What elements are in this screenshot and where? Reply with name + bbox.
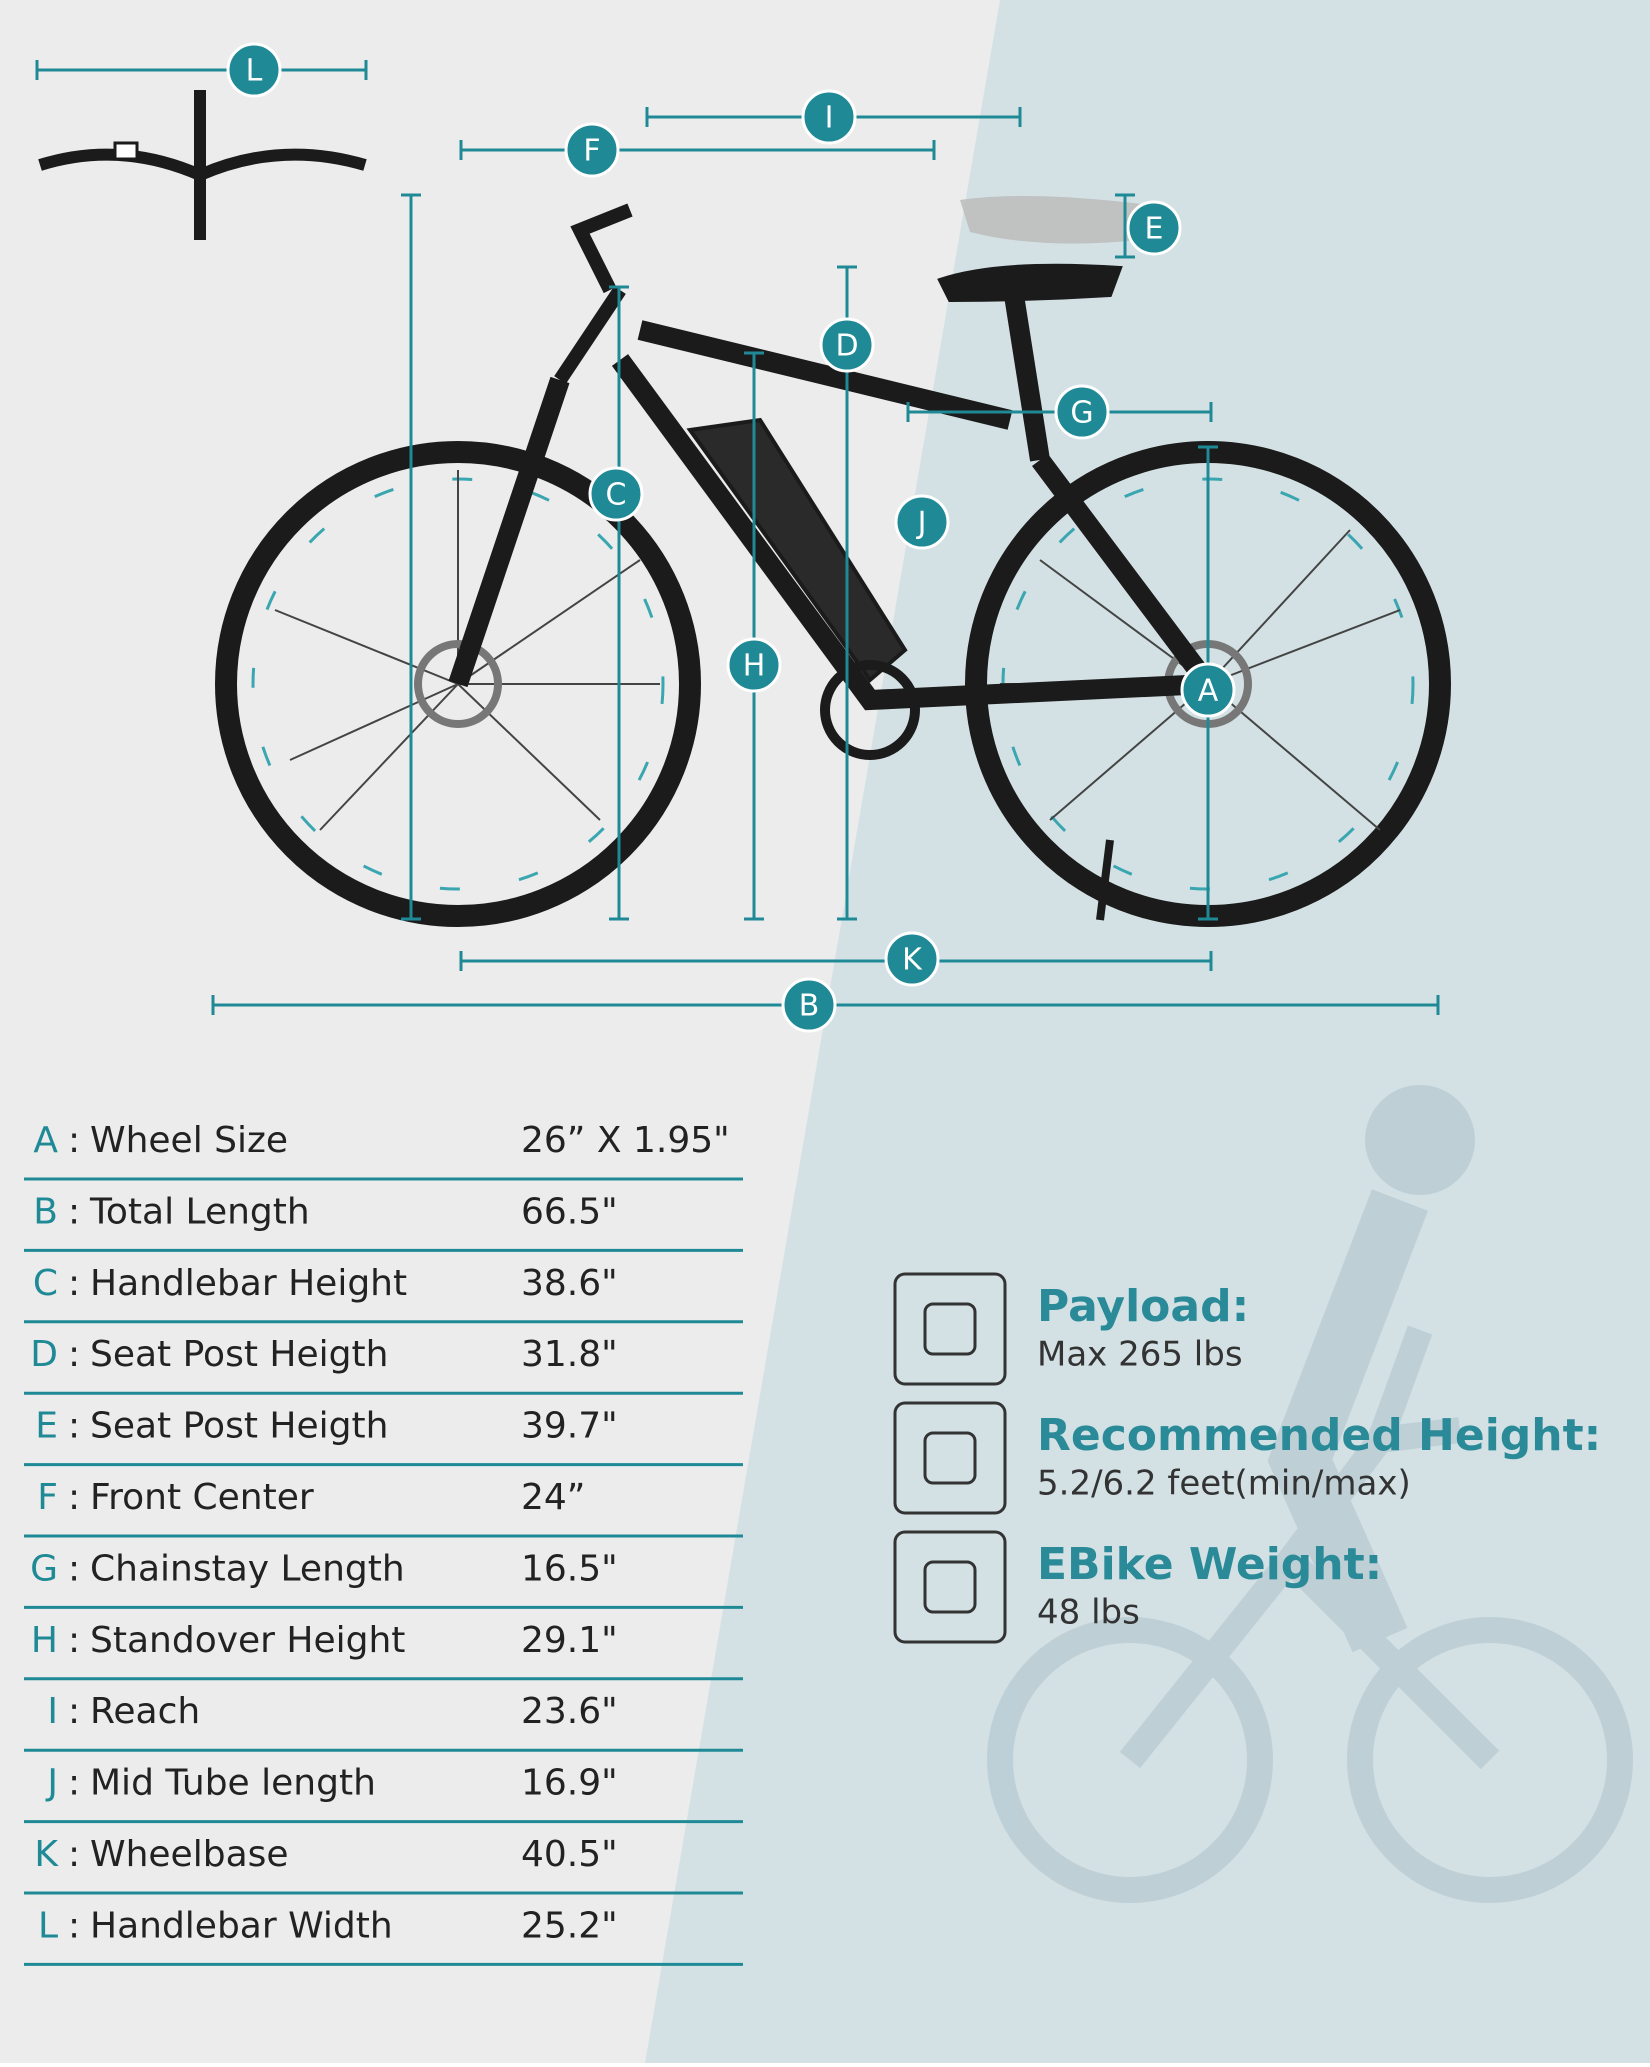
feature-title: EBike Weight: xyxy=(1037,1539,1382,1590)
row-separator: : xyxy=(68,1334,80,1375)
raised-saddle xyxy=(960,196,1150,244)
row-value: 66.5" xyxy=(521,1191,618,1232)
row-letter: D xyxy=(30,1334,58,1375)
badge-letter: C xyxy=(606,478,627,513)
badge-letter: L xyxy=(246,54,263,89)
row-separator: : xyxy=(68,1763,80,1804)
row-separator: : xyxy=(68,1548,80,1589)
row-letter: L xyxy=(38,1905,58,1946)
badge xyxy=(1126,200,1182,256)
row-letter: J xyxy=(45,1763,58,1804)
row-letter: K xyxy=(34,1834,59,1875)
row-letter: C xyxy=(33,1263,58,1304)
badge xyxy=(894,494,950,550)
spec-table: A: Wheel Size 26” X 1.95"B: Total Length 66.… xyxy=(24,1120,743,1966)
row-label: Total Length xyxy=(89,1191,310,1232)
feature-icon xyxy=(923,1302,977,1356)
badge-letter: K xyxy=(902,943,923,978)
feature-icon-box xyxy=(893,1530,1007,1644)
row-separator: : xyxy=(68,1834,80,1875)
row-value: 25.2" xyxy=(521,1905,618,1946)
feature-icon-box xyxy=(893,1272,1007,1386)
feature-icon xyxy=(923,1560,977,1614)
row-value: 26” X 1.95" xyxy=(521,1120,730,1161)
feature-text: 5.2/6.2 feet(min/max) xyxy=(1037,1464,1411,1504)
row-label: Wheel Size xyxy=(90,1120,288,1161)
feature-list: Payload:Max 265 lbs Recommended Height:5.… xyxy=(893,1272,1601,1644)
row-label: Seat Post Heigth xyxy=(90,1334,388,1375)
row-letter: F xyxy=(37,1477,58,1518)
row-separator: : xyxy=(68,1477,80,1518)
row-label: Wheelbase xyxy=(90,1834,289,1875)
badge xyxy=(726,637,782,693)
row-label: Chainstay Length xyxy=(90,1548,405,1589)
bike xyxy=(215,203,1451,927)
row-value: 29.1" xyxy=(521,1620,618,1661)
row-separator: : xyxy=(68,1263,80,1304)
row-value: 23.6" xyxy=(521,1691,618,1732)
badge-letter: I xyxy=(825,101,834,136)
row-letter: E xyxy=(35,1406,58,1447)
row-value: 24” xyxy=(521,1477,585,1518)
badge xyxy=(226,42,282,98)
row-value: 31.8" xyxy=(521,1334,618,1375)
row-separator: : xyxy=(68,1120,80,1161)
badge xyxy=(781,977,837,1033)
badge xyxy=(588,466,644,522)
feature-icon xyxy=(923,1431,977,1485)
row-separator: : xyxy=(68,1191,80,1232)
row-letter: A xyxy=(33,1120,58,1161)
feature-text: Max 265 lbs xyxy=(1037,1335,1243,1375)
rider-silhouette xyxy=(987,1085,1633,1903)
badge xyxy=(1054,384,1110,440)
dimension-badges: A B C D E F G H I J K L xyxy=(226,42,1236,1033)
row-separator: : xyxy=(68,1691,80,1732)
badge xyxy=(884,931,940,987)
row-letter: H xyxy=(31,1620,58,1661)
badge-letter: J xyxy=(916,506,927,541)
row-letter: I xyxy=(47,1691,58,1732)
row-separator: : xyxy=(68,1406,80,1447)
badge xyxy=(564,122,620,178)
badge-letter: F xyxy=(583,134,600,169)
row-value: 16.5" xyxy=(521,1548,618,1589)
row-value: 16.9" xyxy=(521,1763,618,1804)
row-label: Mid Tube length xyxy=(90,1763,376,1804)
feature-icon-box xyxy=(893,1401,1007,1515)
badge-letter: H xyxy=(743,649,766,684)
row-separator: : xyxy=(68,1620,80,1661)
feature-title: Recommended Height: xyxy=(1037,1410,1601,1461)
badge-letter: G xyxy=(1070,396,1093,431)
badge xyxy=(819,317,875,373)
badge-letter: D xyxy=(835,329,858,364)
row-value: 39.7" xyxy=(521,1406,618,1447)
row-label: Seat Post Heigth xyxy=(90,1406,388,1447)
row-letter: G xyxy=(30,1548,58,1589)
badge xyxy=(1180,662,1236,718)
feature-text: 48 lbs xyxy=(1037,1593,1140,1633)
badge xyxy=(801,89,857,145)
row-label: Standover Height xyxy=(90,1620,405,1661)
row-label: Handlebar Height xyxy=(90,1263,407,1304)
badge-letter: E xyxy=(1145,212,1164,247)
badge-letter: B xyxy=(799,989,820,1024)
handlebar-drawing xyxy=(38,90,367,240)
row-label: Handlebar Width xyxy=(90,1905,393,1946)
row-separator: : xyxy=(68,1905,80,1946)
badge-letter: A xyxy=(1198,674,1219,709)
row-value: 40.5" xyxy=(521,1834,618,1875)
row-value: 38.6" xyxy=(521,1263,618,1304)
feature-title: Payload: xyxy=(1037,1281,1249,1332)
row-label: Front Center xyxy=(90,1477,314,1518)
row-label: Reach xyxy=(90,1691,200,1732)
row-letter: B xyxy=(33,1191,58,1232)
